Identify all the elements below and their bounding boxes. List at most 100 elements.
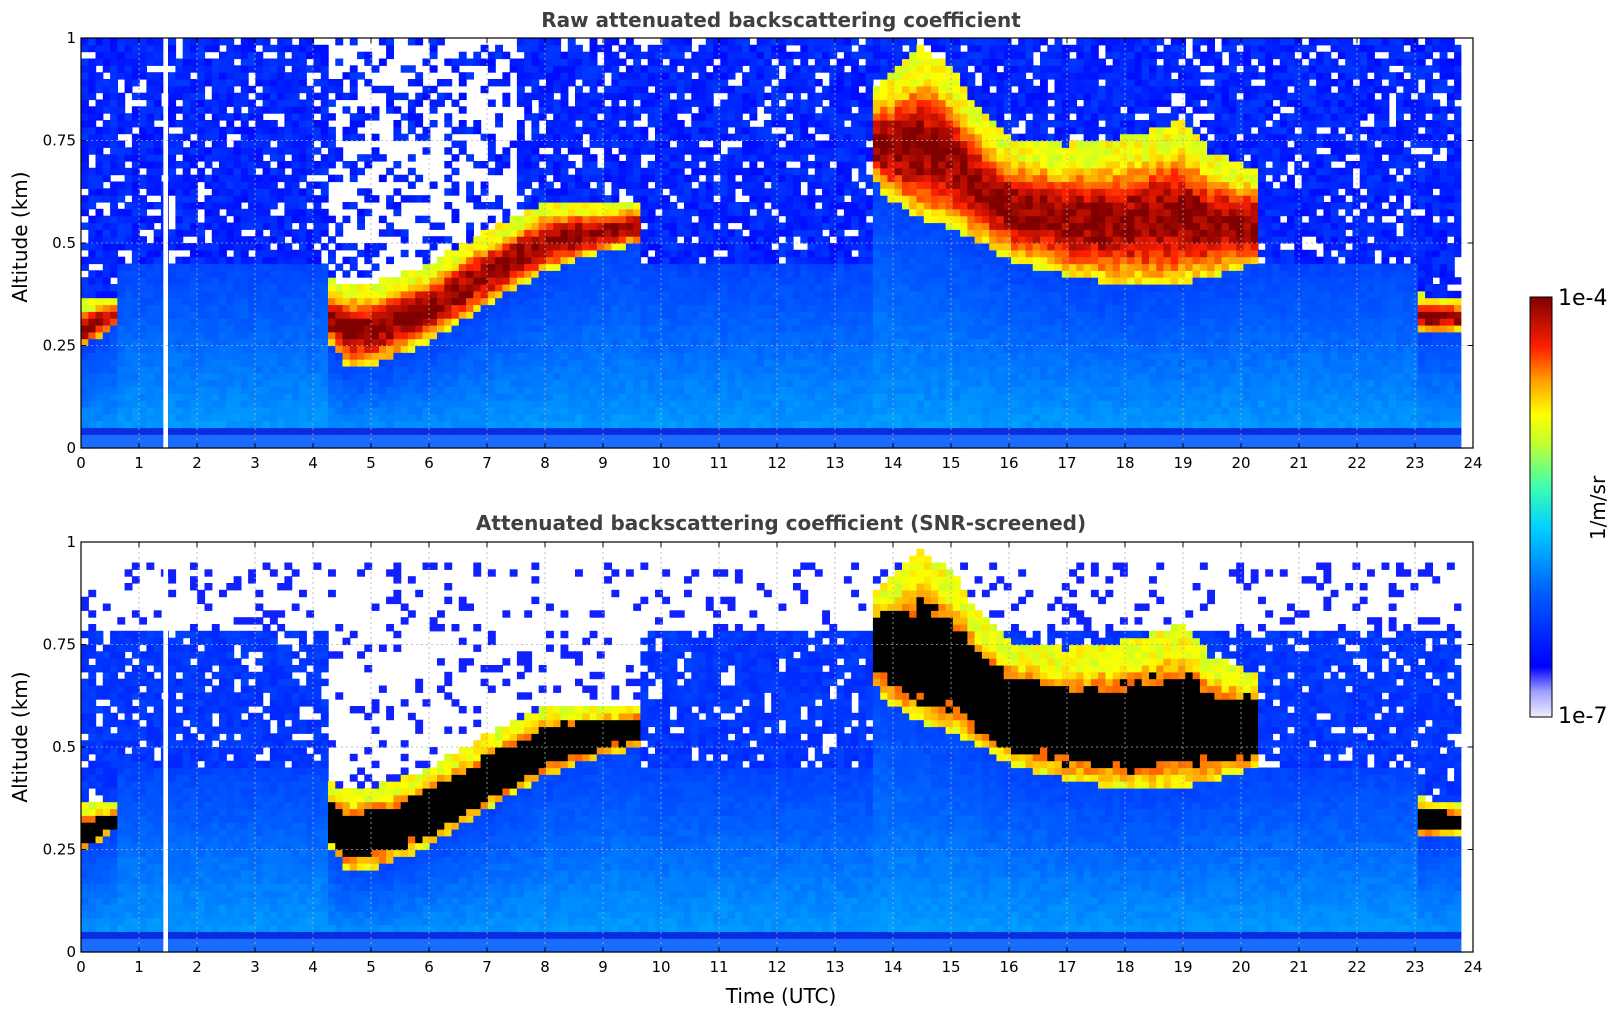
heatmap-cell xyxy=(139,72,147,80)
heatmap-cell xyxy=(596,208,605,217)
heatmap-cell xyxy=(647,243,656,251)
heatmap-cell xyxy=(349,434,358,442)
heatmap-cell xyxy=(117,44,126,53)
heatmap-cell xyxy=(604,318,612,326)
heatmap-cell xyxy=(248,284,256,292)
heatmap-cell xyxy=(749,256,758,265)
heatmap-cell xyxy=(277,352,286,360)
heatmap-cell xyxy=(705,99,714,107)
heatmap-cell xyxy=(582,318,591,326)
heatmap-cell xyxy=(95,379,104,388)
heatmap-cell xyxy=(705,359,714,367)
heatmap-cell xyxy=(342,366,351,374)
heatmap-cell xyxy=(582,202,591,210)
heatmap-cell xyxy=(313,345,322,353)
heatmap-cell xyxy=(117,38,126,46)
heatmap-cell xyxy=(320,181,329,189)
heatmap-cell xyxy=(269,318,278,326)
heatmap-cell xyxy=(211,249,220,258)
heatmap-cell xyxy=(662,427,671,435)
heatmap-cell xyxy=(451,65,460,73)
heatmap-cell xyxy=(175,229,184,237)
heatmap-cell xyxy=(255,393,264,401)
heatmap-cell xyxy=(705,154,714,162)
heatmap-cell xyxy=(400,352,409,360)
heatmap-cell xyxy=(393,304,402,312)
heatmap-cell xyxy=(575,263,583,271)
heatmap-cell xyxy=(575,434,583,442)
heatmap-cell xyxy=(575,352,583,360)
heatmap-cell xyxy=(495,161,503,169)
heatmap-cell xyxy=(153,290,162,299)
heatmap-cell xyxy=(684,331,692,340)
heatmap-cell xyxy=(422,352,431,360)
heatmap-cell xyxy=(299,208,307,217)
heatmap-cell xyxy=(219,215,227,224)
heatmap-cell xyxy=(778,106,787,114)
heatmap-cell xyxy=(451,167,460,176)
heatmap-cell xyxy=(364,154,373,162)
heatmap-cell xyxy=(139,92,147,101)
heatmap-cell xyxy=(429,372,438,381)
heatmap-cell xyxy=(299,386,307,394)
heatmap-cell xyxy=(168,413,177,422)
heatmap-cell xyxy=(720,161,729,169)
heatmap-cell xyxy=(618,208,627,217)
heatmap-cell xyxy=(655,256,663,265)
heatmap-cell xyxy=(313,147,322,155)
heatmap-cell xyxy=(618,420,627,429)
heatmap-cell xyxy=(793,413,801,422)
heatmap-cell xyxy=(269,427,278,435)
heatmap-cell xyxy=(473,359,482,367)
heatmap-cell xyxy=(190,181,198,189)
heatmap-cell xyxy=(88,393,97,401)
heatmap-cell xyxy=(531,256,540,265)
heatmap-cell xyxy=(233,113,242,121)
heatmap-cell xyxy=(473,195,482,203)
heatmap-cell xyxy=(168,72,177,80)
heatmap-cell xyxy=(182,174,191,183)
heatmap-cell xyxy=(604,58,612,66)
heatmap-cell xyxy=(466,372,474,381)
heatmap-cell xyxy=(655,174,663,183)
heatmap-cell xyxy=(422,318,431,326)
heatmap-cell xyxy=(480,277,489,285)
heatmap-cell xyxy=(291,256,300,265)
heatmap-cell xyxy=(720,359,729,367)
heatmap-cell xyxy=(763,359,772,367)
heatmap-cell xyxy=(131,366,140,374)
heatmap-cell xyxy=(386,400,394,408)
heatmap-cell xyxy=(364,352,373,360)
heatmap-cell xyxy=(102,256,111,265)
heatmap-cell xyxy=(197,352,206,360)
heatmap-cell xyxy=(582,420,591,429)
heatmap-cell xyxy=(306,325,315,333)
heatmap-cell xyxy=(662,154,671,162)
heatmap-cell xyxy=(429,400,438,408)
heatmap-cell xyxy=(553,413,562,422)
heatmap-cell xyxy=(625,318,634,326)
heatmap-cell xyxy=(582,311,591,319)
heatmap-cell xyxy=(458,359,467,367)
heatmap-cell xyxy=(277,345,286,353)
heatmap-cell xyxy=(538,215,547,224)
heatmap-cell xyxy=(81,290,89,299)
heatmap-cell xyxy=(524,72,533,80)
heatmap-cell xyxy=(611,338,620,347)
heatmap-cell xyxy=(785,85,794,94)
heatmap-cell xyxy=(153,304,162,312)
heatmap-cell xyxy=(400,174,409,183)
heatmap-cell xyxy=(313,400,322,408)
heatmap-cell xyxy=(233,420,242,429)
heatmap-cell xyxy=(502,79,511,87)
heatmap-cell xyxy=(516,215,525,224)
heatmap-cell xyxy=(495,366,503,374)
heatmap-cell xyxy=(771,147,780,155)
heatmap-cell xyxy=(691,85,700,94)
heatmap-cell xyxy=(705,106,714,114)
heatmap-cell xyxy=(640,304,649,312)
heatmap-cell xyxy=(371,290,380,299)
heatmap-cell xyxy=(749,263,758,271)
heatmap-cell xyxy=(553,195,562,203)
heatmap-cell xyxy=(110,345,118,353)
